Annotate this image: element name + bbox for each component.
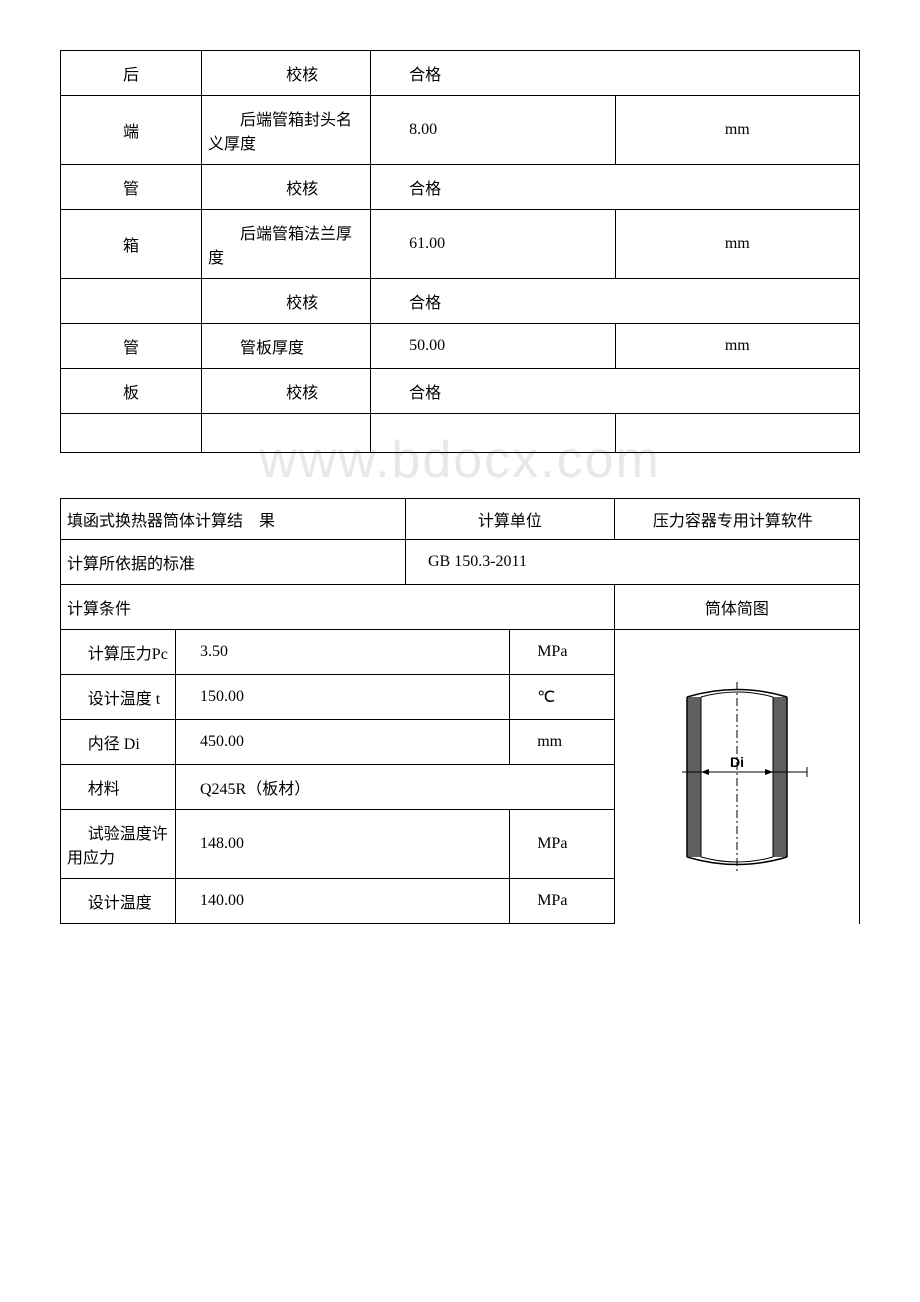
table-row-label: 箱 [61, 210, 202, 279]
param-value: 450.00 [176, 720, 510, 765]
table-row-value: 61.00 [371, 210, 615, 279]
table1-summary: 后校核合格端后端管箱封头名义厚度8.00mm管校核合格箱后端管箱法兰厚度61.0… [60, 50, 860, 453]
standard-label: 计算所依据的标准 [61, 540, 406, 585]
table-row-desc [201, 414, 370, 453]
cond-label: 计算条件 [61, 585, 615, 630]
table-row-label: 板 [61, 369, 202, 414]
table-row-value: 50.00 [371, 324, 615, 369]
table-row-label: 端 [61, 96, 202, 165]
calc-software: 压力容器专用计算软件 [614, 499, 859, 540]
table-row-label: 管 [61, 324, 202, 369]
param-value: 3.50 [176, 630, 510, 675]
table-row-label: 管 [61, 165, 202, 210]
param-unit: ℃ [510, 675, 614, 720]
standard-value: GB 150.3-2011 [406, 540, 860, 585]
table-row-unit: mm [615, 210, 859, 279]
param-unit: mm [510, 720, 614, 765]
table-row-value: 合格 [371, 165, 860, 210]
param-value: 140.00 [176, 879, 510, 924]
cylinder-diagram: Di [662, 677, 812, 877]
table2-calculation: 填函式换热器筒体计算结 果 计算单位 压力容器专用计算软件 计算所依据的标准 G… [60, 498, 860, 924]
param-label: 设计温度 t [61, 675, 176, 720]
table-row-label [61, 279, 202, 324]
table-row-value: 合格 [371, 369, 860, 414]
table-cell [615, 414, 859, 453]
calc-unit-hdr: 计算单位 [406, 499, 615, 540]
table-row-desc: 校核 [201, 369, 370, 414]
param-unit: MPa [510, 810, 614, 879]
param-value: 148.00 [176, 810, 510, 879]
table-row-label [61, 414, 202, 453]
param-value: Q245R（板材） [176, 765, 615, 810]
param-label: 设计温度 [61, 879, 176, 924]
table-row-value: 合格 [371, 279, 860, 324]
table-row-value: 8.00 [371, 96, 615, 165]
calc-title: 填函式换热器筒体计算结 果 [61, 499, 406, 540]
table-row-unit: mm [615, 324, 859, 369]
param-label: 材料 [61, 765, 176, 810]
svg-text:Di: Di [730, 754, 744, 770]
param-label: 计算压力Pc [61, 630, 176, 675]
param-label: 内径 Di [61, 720, 176, 765]
table-row-desc: 校核 [201, 51, 370, 96]
table-row-desc: 校核 [201, 279, 370, 324]
table-row-desc: 后端管箱法兰厚度 [201, 210, 370, 279]
table-row-unit: mm [615, 96, 859, 165]
param-unit: MPa [510, 630, 614, 675]
table-row-label: 后 [61, 51, 202, 96]
table-cell [371, 414, 615, 453]
table-row-desc: 管板厚度 [201, 324, 370, 369]
diagram-cell: Di [614, 630, 859, 924]
table-row-desc: 后端管箱封头名义厚度 [201, 96, 370, 165]
param-label: 试验温度许用应力 [61, 810, 176, 879]
diagram-label: 筒体简图 [614, 585, 859, 630]
param-value: 150.00 [176, 675, 510, 720]
table-row-value: 合格 [371, 51, 860, 96]
param-unit: MPa [510, 879, 614, 924]
table-row-desc: 校核 [201, 165, 370, 210]
